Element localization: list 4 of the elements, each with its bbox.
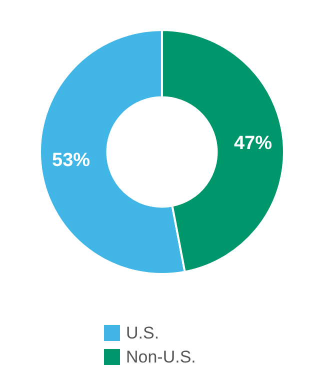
legend-label: Non-U.S. (126, 348, 196, 366)
data-label: 47% (234, 132, 272, 154)
legend-label: U.S. (126, 324, 160, 342)
data-label: 53% (52, 150, 90, 172)
